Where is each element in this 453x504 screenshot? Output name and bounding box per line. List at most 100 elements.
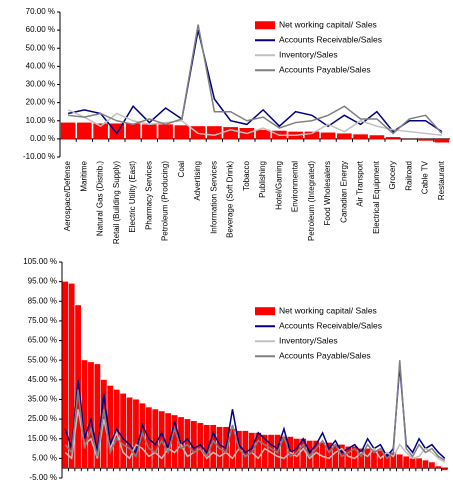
- bar: [345, 446, 352, 469]
- bar: [81, 360, 88, 469]
- x-tick-label: Beverage (Soft Drink): [226, 161, 235, 238]
- x-tick-label: Electric Utility (East): [128, 161, 137, 233]
- bar: [402, 138, 417, 140]
- x-tick-label: Publishing: [258, 161, 267, 198]
- bar: [390, 452, 397, 469]
- line: [64, 366, 446, 459]
- bar: [60, 122, 76, 139]
- bar: [255, 432, 262, 469]
- x-tick-label: Cable TV: [421, 160, 430, 194]
- bar: [416, 458, 422, 469]
- x-tick-label: Railroad: [404, 161, 413, 191]
- legend-swatch: [255, 21, 275, 30]
- bar: [396, 454, 403, 469]
- x-tick-label: Petroleum (Integrated): [307, 161, 316, 241]
- bar: [88, 362, 94, 469]
- x-tick-label: Pharmacy Services: [144, 161, 153, 230]
- bar: [441, 468, 448, 471]
- bar: [190, 421, 197, 469]
- bar: [125, 123, 141, 139]
- x-tick-label: Aerospace/Defense: [63, 160, 72, 231]
- y-tick-label: 45.00 %: [28, 375, 57, 384]
- bar: [203, 424, 210, 469]
- bar: [207, 126, 222, 139]
- bar: [158, 124, 173, 139]
- x-tick-label: Tobacco: [242, 160, 251, 190]
- x-tick-label: Advertising: [193, 161, 202, 201]
- bar: [353, 134, 368, 139]
- bar: [418, 138, 433, 141]
- bar: [152, 409, 159, 469]
- x-tick-label: Food Wholesalers: [323, 161, 332, 225]
- bar: [332, 444, 339, 469]
- line: [67, 29, 443, 135]
- x-tick-label: Retail (Building Supply): [112, 161, 121, 244]
- y-tick-label: 95.00 %: [28, 277, 57, 286]
- bar: [210, 424, 217, 469]
- y-tick-label: 75.00 %: [28, 316, 57, 325]
- bar: [142, 124, 157, 139]
- bar: [281, 436, 287, 469]
- x-tick-label: Coal: [177, 161, 186, 178]
- legend-label: Net working capital/ Sales: [279, 20, 377, 30]
- bar: [313, 440, 320, 469]
- y-tick-label: 20.00 %: [26, 98, 55, 107]
- line: [68, 24, 443, 135]
- y-tick-label: 65.00 %: [28, 336, 57, 345]
- bar: [229, 428, 236, 469]
- legend-label: Accounts Payable/Sales: [279, 65, 371, 75]
- y-tick-label: 0.00 %: [30, 134, 55, 143]
- bar: [383, 452, 390, 469]
- y-tick-label: 30.00 %: [26, 80, 55, 89]
- line: [67, 109, 442, 137]
- y-tick-label: 40.00 %: [26, 61, 55, 70]
- y-tick-label: 10.00 %: [26, 116, 55, 125]
- legend-label: Accounts Receivable/Sales: [279, 35, 382, 45]
- x-tick-label: Grocery: [388, 161, 397, 189]
- y-tick-label: 25.00 %: [28, 414, 57, 423]
- legend-label: Accounts Payable/Sales: [279, 350, 371, 360]
- y-tick-label: 60.00 %: [26, 25, 55, 34]
- plot: -5.00 % 5.00 % 15.00 % 25.00 % 35.00 % 45.00 …: [23, 257, 448, 482]
- bar: [242, 430, 249, 469]
- legend-swatch: [255, 307, 275, 316]
- bar: [126, 397, 133, 469]
- bar: [107, 385, 114, 469]
- bar: [300, 438, 307, 469]
- line: [64, 360, 446, 461]
- x-tick-label: Information Services: [209, 161, 218, 234]
- bar: [369, 135, 385, 139]
- y-tick-label: 35.00 %: [28, 395, 57, 404]
- x-tick-label: Electrical Equipment: [372, 160, 381, 234]
- bar: [293, 438, 300, 469]
- bar: [223, 127, 238, 139]
- bar: [306, 440, 313, 469]
- bar: [371, 450, 377, 469]
- y-tick-label: 55.00 %: [28, 355, 57, 364]
- legend: Net working capital/ Sales Accounts Recei…: [255, 20, 382, 75]
- x-tick-label: Petroleum (Producing): [161, 161, 170, 241]
- bar: [184, 419, 191, 469]
- line: [64, 409, 446, 463]
- y-tick-label: 105.00 %: [23, 257, 57, 266]
- bar: [100, 379, 107, 469]
- legend-label: Inventory/Sales: [279, 50, 338, 60]
- bar: [174, 125, 190, 139]
- bar: [165, 413, 172, 469]
- bar: [120, 393, 127, 469]
- legend: Net working capital/ Sales Accounts Recei…: [255, 305, 382, 360]
- bar: [171, 415, 178, 469]
- bar: [358, 448, 365, 469]
- bar: [94, 364, 101, 469]
- y-tick-label: -5.00 %: [29, 473, 57, 482]
- bar: [68, 283, 75, 469]
- bar: [255, 129, 271, 139]
- bar: [435, 466, 442, 469]
- x-tick-label: Restaurant: [437, 160, 446, 200]
- bar: [320, 132, 336, 139]
- plot: -10.00 % 0.00 % 10.00 % 20.00 % 30.00 % 40.00…: [23, 7, 450, 244]
- legend-label: Inventory/Sales: [279, 335, 338, 345]
- bar: [139, 403, 146, 469]
- bar: [326, 442, 332, 469]
